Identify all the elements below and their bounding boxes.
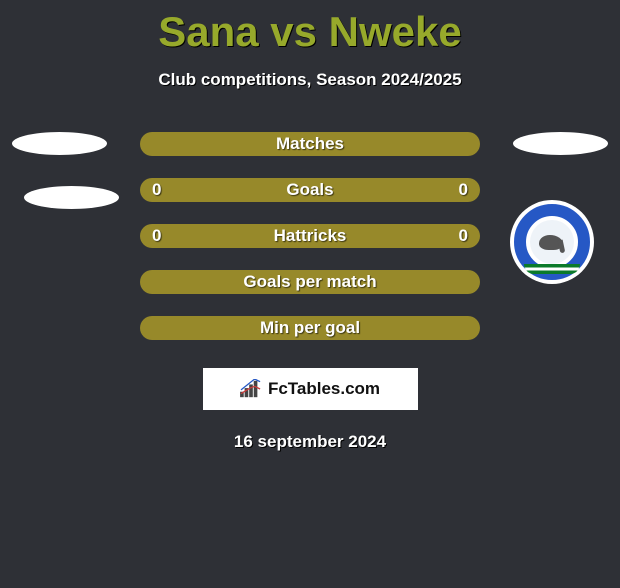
stat-left-value: 0 [152,178,161,202]
stat-bar-matches: Matches [140,132,480,156]
stat-left-value: 0 [152,224,161,248]
team-b-badge [510,200,594,284]
stat-label: Goals [286,178,333,202]
bar-chart-icon [240,379,262,399]
stat-label: Min per goal [260,316,360,340]
stat-right-value: 0 [459,178,468,202]
stat-bar-hattricks: 0 Hattricks 0 [140,224,480,248]
stat-label: Goals per match [243,270,376,294]
team-b-logo-placeholder [513,132,608,155]
stat-label: Hattricks [274,224,347,248]
brand-label: FcTables.com [268,379,380,399]
page-subtitle: Club competitions, Season 2024/2025 [0,70,620,90]
team-a-logo-placeholder [12,132,107,155]
badge-core [530,220,574,264]
team-a-logo-placeholder-2 [24,186,119,209]
stat-label: Matches [276,132,344,156]
badge-flag-stripes [524,264,580,274]
stat-bar-goals: 0 Goals 0 [140,178,480,202]
update-date: 16 september 2024 [0,432,620,452]
stat-right-value: 0 [459,224,468,248]
brand-logo[interactable]: FcTables.com [203,368,418,410]
stat-bar-gpm: Goals per match [140,270,480,294]
stat-bar-mpg: Min per goal [140,316,480,340]
elephant-icon [537,232,567,252]
page-title: Sana vs Nweke [0,8,620,56]
